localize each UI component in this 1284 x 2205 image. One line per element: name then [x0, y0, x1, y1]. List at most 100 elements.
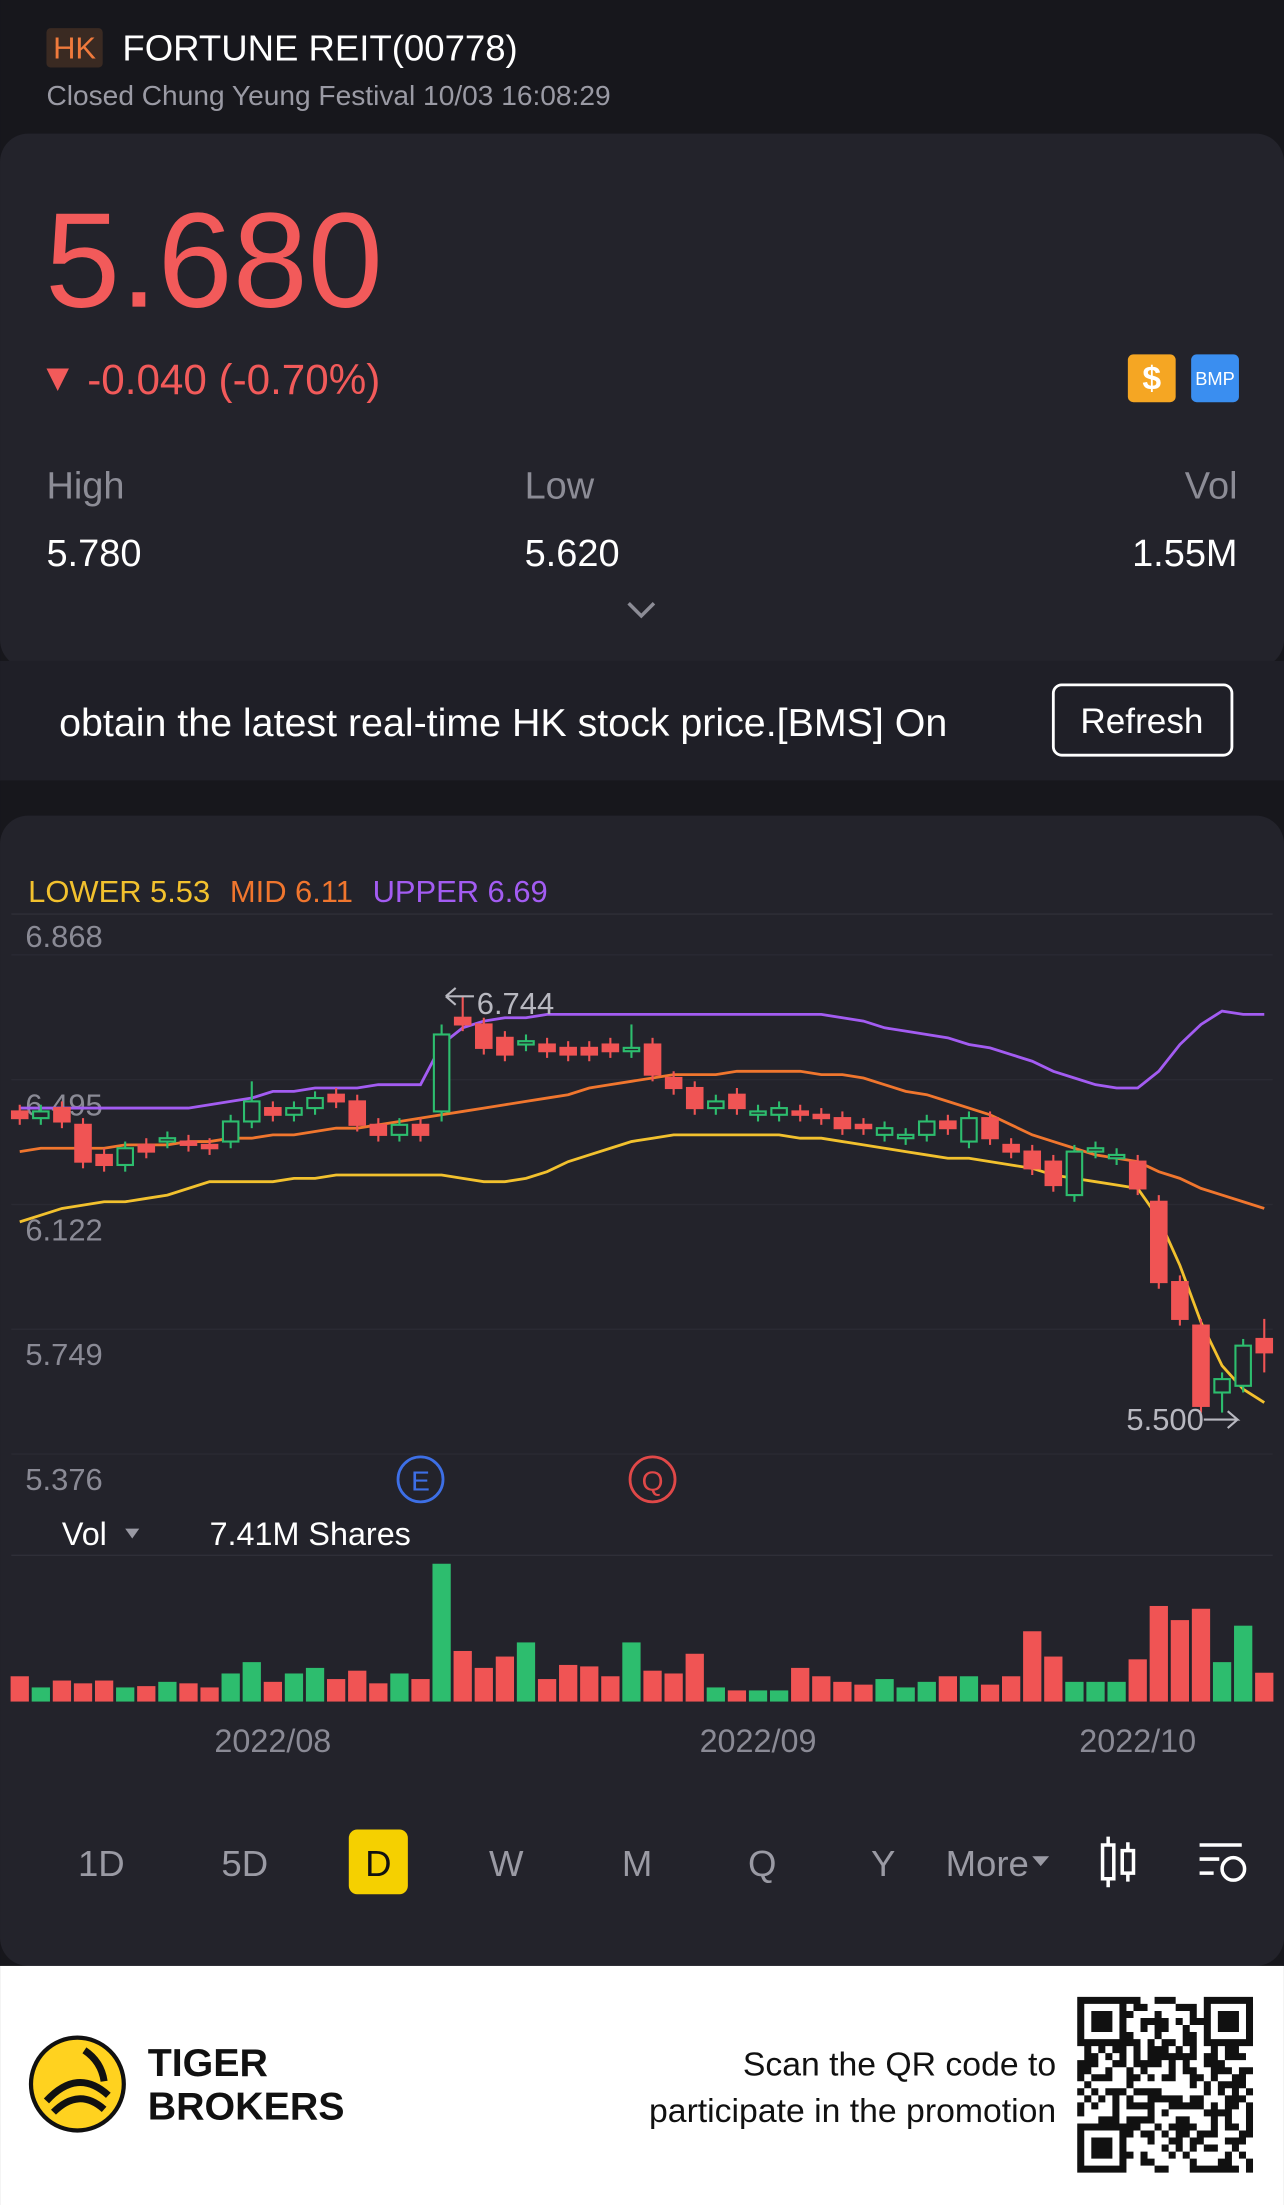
event-marker[interactable] — [396, 1455, 445, 1504]
stat-value: 1.55M — [1132, 533, 1237, 575]
y-tick-label: 6.868 — [25, 919, 102, 954]
volume-bar — [411, 1679, 430, 1702]
volume-bar — [791, 1667, 810, 1702]
market-status: Closed Chung Yeung Festival 10/03 16:08:… — [46, 80, 610, 111]
candle-body — [981, 1117, 999, 1140]
candle-body — [622, 1046, 641, 1053]
volume-bar — [200, 1687, 219, 1702]
footer — [0, 1965, 1284, 2205]
legend-name: MID — [230, 874, 287, 909]
period-tab[interactable]: Y — [871, 1843, 895, 1884]
brand-line: TIGER — [148, 2041, 268, 2085]
candle-body — [179, 1140, 198, 1146]
volume-bar — [327, 1679, 346, 1702]
candle-body — [749, 1110, 767, 1116]
event-label[interactable]: E — [411, 1465, 430, 1496]
candle-body — [348, 1100, 367, 1126]
candle-body — [496, 1036, 514, 1056]
stat-label: High — [46, 466, 124, 508]
volume-bar — [1002, 1676, 1021, 1702]
volume-bar — [52, 1680, 72, 1702]
volume-bar — [348, 1670, 367, 1702]
volume-bar — [284, 1673, 304, 1702]
volume-bar — [601, 1676, 620, 1702]
tab-highlight[interactable] — [348, 1829, 408, 1895]
refresh-label[interactable]: Refresh — [1080, 702, 1203, 741]
candle-body — [960, 1117, 978, 1143]
period-tab[interactable]: M — [622, 1843, 652, 1884]
volume-bar — [1149, 1605, 1168, 1702]
volume-bar — [242, 1662, 261, 1702]
qr-code — [1077, 1996, 1254, 2173]
candle-body — [538, 1043, 556, 1053]
candle-body — [917, 1120, 936, 1136]
marker-arrow — [445, 987, 474, 1006]
volume-bar — [116, 1687, 135, 1702]
volume-bar — [537, 1679, 557, 1702]
period-tab[interactable]: 1D — [78, 1843, 125, 1884]
volume-bar — [980, 1684, 1000, 1702]
candle-body — [306, 1096, 324, 1110]
candle-body — [854, 1123, 873, 1130]
candle-body — [812, 1113, 831, 1120]
x-tick-label: 2022/08 — [214, 1723, 331, 1759]
volume-bar — [453, 1650, 472, 1702]
volume-bar — [158, 1681, 177, 1702]
period-tab[interactable]: D — [365, 1843, 391, 1884]
candle-body — [1044, 1160, 1063, 1187]
volume-bar — [94, 1680, 114, 1702]
price-change: -0.040 (-0.70%) — [87, 356, 380, 403]
candle-body — [1023, 1150, 1042, 1170]
event-marker[interactable] — [628, 1455, 677, 1504]
candle-body — [1002, 1143, 1020, 1153]
candle-body — [264, 1107, 282, 1116]
volume-bar — [1255, 1672, 1274, 1702]
candle-body — [74, 1123, 92, 1163]
period-tab[interactable]: More — [946, 1843, 1029, 1884]
volume-bar — [833, 1681, 852, 1702]
legend-value: 5.53 — [150, 874, 210, 909]
candle-body — [1128, 1160, 1147, 1190]
event-label[interactable]: Q — [642, 1465, 664, 1496]
exchange: HK — [53, 30, 96, 65]
settings-icon[interactable] — [1220, 1855, 1247, 1882]
candle-body — [1107, 1153, 1126, 1160]
chart-style-icon[interactable] — [1100, 1836, 1136, 1888]
badge-text: $ — [1142, 359, 1161, 397]
candle-body — [643, 1043, 662, 1076]
candle-body — [1086, 1147, 1105, 1153]
period-tab[interactable]: W — [489, 1843, 524, 1884]
candle-body — [791, 1110, 809, 1116]
volume-bar — [1086, 1681, 1105, 1702]
volume-bar — [917, 1681, 936, 1702]
y-tick-label: 5.376 — [25, 1462, 102, 1497]
volume-bar — [221, 1673, 240, 1702]
candle-body — [833, 1117, 852, 1130]
stat-value: 5.780 — [46, 533, 141, 575]
period-tab[interactable]: 5D — [221, 1843, 268, 1884]
candle-body — [1213, 1378, 1231, 1394]
legend-name: UPPER — [373, 874, 480, 909]
expand-chevron[interactable] — [627, 602, 656, 619]
candle-body — [221, 1120, 240, 1143]
volume-bar — [727, 1690, 747, 1702]
candle-body — [475, 1023, 493, 1049]
promo-line: Scan the QR code to — [743, 2045, 1056, 2083]
candle-body — [158, 1137, 177, 1143]
volume-bar — [1023, 1631, 1042, 1702]
candle-body — [939, 1120, 957, 1130]
dropdown-arrow[interactable] — [1032, 1856, 1050, 1867]
volume-bar — [896, 1687, 915, 1702]
volume-bar — [875, 1679, 894, 1702]
settings-icon[interactable] — [1199, 1843, 1242, 1875]
candle-body — [559, 1046, 577, 1056]
volume-bar — [474, 1667, 493, 1702]
candle-body — [728, 1093, 746, 1110]
banner-text: obtain the latest real-time HK stock pri… — [59, 701, 947, 745]
period-tab[interactable]: Q — [748, 1843, 776, 1884]
volume-bar — [432, 1563, 451, 1702]
refresh-button[interactable] — [1051, 683, 1234, 757]
candle-body — [285, 1107, 303, 1116]
volume-bar — [305, 1667, 325, 1702]
candle-body — [369, 1123, 388, 1136]
